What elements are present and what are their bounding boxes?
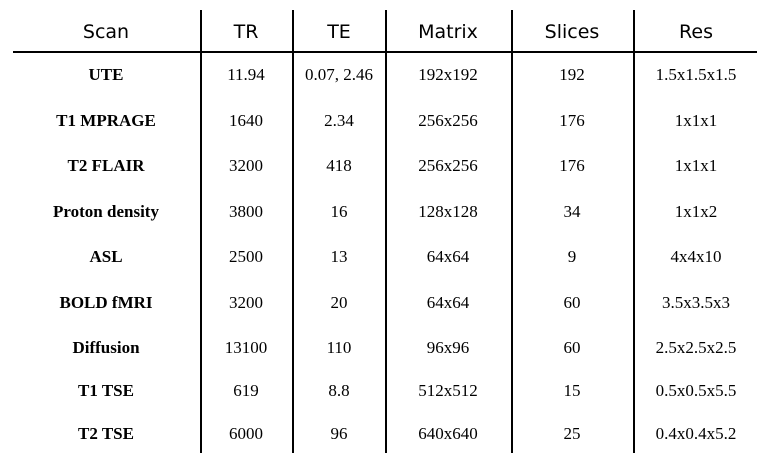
table-cell: 2.34	[324, 111, 354, 130]
table-cell: 2500	[229, 247, 263, 266]
table-cell: 176	[559, 156, 585, 175]
table-cell: 110	[326, 338, 352, 357]
table-cell: Res	[679, 21, 713, 43]
table-cell: T1 TSE	[78, 381, 134, 400]
table-cell: Slices	[544, 21, 600, 43]
table-cell: TE	[327, 21, 351, 43]
table-cell: 2.5x2.5x2.5	[655, 338, 737, 357]
table-cell: 11.94	[227, 65, 265, 84]
table-cell: Proton density	[53, 202, 159, 221]
table-cell: 3800	[229, 202, 263, 221]
column-rule	[511, 10, 513, 453]
table-cell: 3200	[229, 156, 263, 175]
table-cell: UTE	[88, 65, 124, 84]
table-cell: ASL	[89, 247, 123, 266]
table-cell: 13100	[224, 338, 268, 357]
table-cell: T1 MPRAGE	[56, 111, 156, 130]
table-cell: 176	[559, 111, 585, 130]
table-cell: TR	[233, 21, 259, 43]
table-cell: 192x192	[418, 65, 478, 84]
table-cell: Scan	[82, 21, 130, 43]
table-cell: 20	[330, 293, 348, 312]
table-cell: Diffusion	[72, 338, 140, 357]
table-cell: 256x256	[418, 111, 478, 130]
table-cell: BOLD fMRI	[59, 293, 153, 312]
column-rule	[633, 10, 635, 453]
table-cell: 418	[326, 156, 352, 175]
table-cell: 13	[330, 247, 348, 266]
table-cell: 640x640	[418, 424, 478, 443]
table-cell: 512x512	[418, 381, 478, 400]
table-cell: 25	[563, 424, 581, 443]
table-cell: 0.4x0.4x5.2	[655, 424, 737, 443]
table-cell: T2 FLAIR	[67, 156, 145, 175]
table-cell: 1.5x1.5x1.5	[655, 65, 737, 84]
table-cell: 34	[563, 202, 581, 221]
column-rule	[292, 10, 294, 453]
table-cell: 192	[559, 65, 585, 84]
table-cell: T2 TSE	[78, 424, 134, 443]
table-cell: 0.5x0.5x5.5	[655, 381, 737, 400]
column-rule	[200, 10, 202, 453]
table-cell: 619	[233, 381, 259, 400]
table-cell: 96x96	[426, 338, 470, 357]
table-cell: 3.5x3.5x3	[662, 293, 730, 312]
table-cell: 128x128	[418, 202, 478, 221]
table-cell: 16	[330, 202, 348, 221]
table-cell: 4x4x10	[670, 247, 722, 266]
table-cell: 8.8	[328, 381, 350, 400]
table-cell: 0.07, 2.46	[305, 65, 373, 84]
table-cell: Matrix	[418, 21, 478, 43]
table-cell: 256x256	[418, 156, 478, 175]
table-cell: 1x1x1	[674, 111, 718, 130]
table-cell: 64x64	[426, 293, 470, 312]
table-cell: 6000	[229, 424, 263, 443]
table-cell: 9	[567, 247, 577, 266]
table-cell: 3200	[229, 293, 263, 312]
table-cell: 60	[563, 293, 581, 312]
table-cell: 64x64	[426, 247, 470, 266]
table-cell: 15	[563, 381, 581, 400]
table-cell: 1640	[229, 111, 263, 130]
table-cell: 1x1x2	[674, 202, 718, 221]
table-cell: 96	[330, 424, 348, 443]
table-cell: 60	[563, 338, 581, 357]
table-cell: 1x1x1	[674, 156, 718, 175]
column-rule	[385, 10, 387, 453]
